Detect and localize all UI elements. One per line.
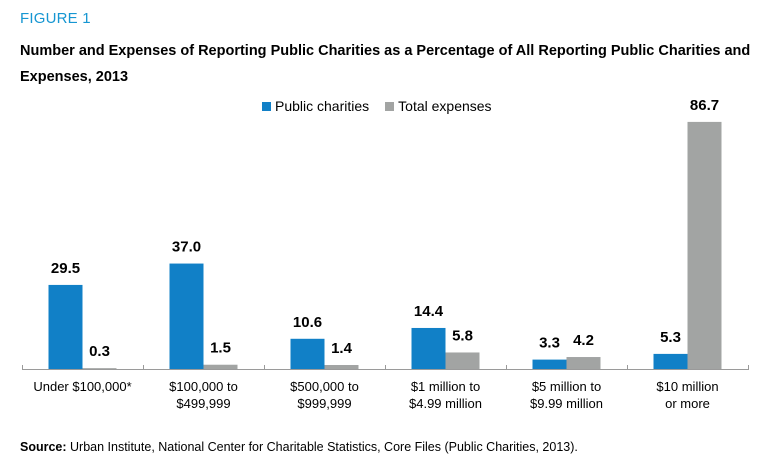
source-note: Source: Urban Institute, National Center…: [20, 440, 578, 454]
bar-public-charities: [169, 263, 204, 369]
legend-item-total-expenses: Total expenses: [385, 98, 492, 114]
legend: Public charities Total expenses: [262, 98, 508, 114]
bar-public-charities: [411, 327, 446, 369]
bar-total-expenses: [687, 121, 722, 369]
data-label: 10.6: [293, 314, 322, 331]
bar-total-expenses: [324, 365, 359, 369]
data-label: 5.8: [452, 327, 473, 344]
data-label: 1.5: [210, 340, 231, 357]
source-label: Source:: [20, 440, 67, 454]
x-tick-label: $10 million: [656, 379, 718, 394]
bar-total-expenses: [445, 352, 480, 369]
figure-label: FIGURE 1: [20, 10, 91, 27]
legend-swatch-total-expenses: [385, 101, 395, 111]
x-tick-label: Under $100,000*: [33, 379, 131, 394]
x-tick-label: $999,999: [297, 396, 351, 411]
bar-total-expenses: [566, 357, 601, 369]
legend-item-public-charities: Public charities: [262, 98, 369, 114]
chart-title: Number and Expenses of Reporting Public …: [20, 43, 751, 85]
data-label: 29.5: [51, 260, 80, 277]
source-text: Urban Institute, National Center for Cha…: [66, 440, 578, 454]
bar-total-expenses: [82, 368, 117, 369]
data-label: 37.0: [172, 239, 201, 256]
x-tick-label: $100,000 to: [169, 379, 238, 394]
x-tick-label: $500,000 to: [290, 379, 359, 394]
x-tick-label: $9.99 million: [530, 396, 603, 411]
x-tick-label: $5 million to: [532, 379, 601, 394]
data-label: 0.3: [89, 343, 110, 360]
x-tick-label: $4.99 million: [409, 396, 482, 411]
bar-public-charities: [532, 359, 567, 369]
bar-public-charities: [653, 353, 688, 369]
x-tick-label: $499,999: [176, 396, 230, 411]
data-label: 86.7: [690, 97, 719, 114]
x-tick-label: or more: [665, 396, 710, 411]
data-label: 5.3: [660, 329, 681, 346]
x-tick-label: $1 million to: [411, 379, 480, 394]
data-label: 4.2: [573, 332, 594, 349]
bar-chart: 29.5 0.3 Under $100,000* 37.0 1.5 $100,000 to…: [22, 97, 749, 411]
legend-swatch-public-charities: [262, 101, 271, 111]
data-label: 14.4: [414, 303, 444, 320]
legend-label-public-charities: Public charities: [275, 98, 370, 114]
legend-label-total-expenses: Total expenses: [398, 98, 492, 114]
bar-public-charities: [290, 338, 325, 369]
data-label: 3.3: [539, 335, 560, 352]
bar-public-charities: [48, 284, 83, 369]
data-label: 1.4: [331, 340, 353, 357]
bar-total-expenses: [203, 364, 238, 369]
